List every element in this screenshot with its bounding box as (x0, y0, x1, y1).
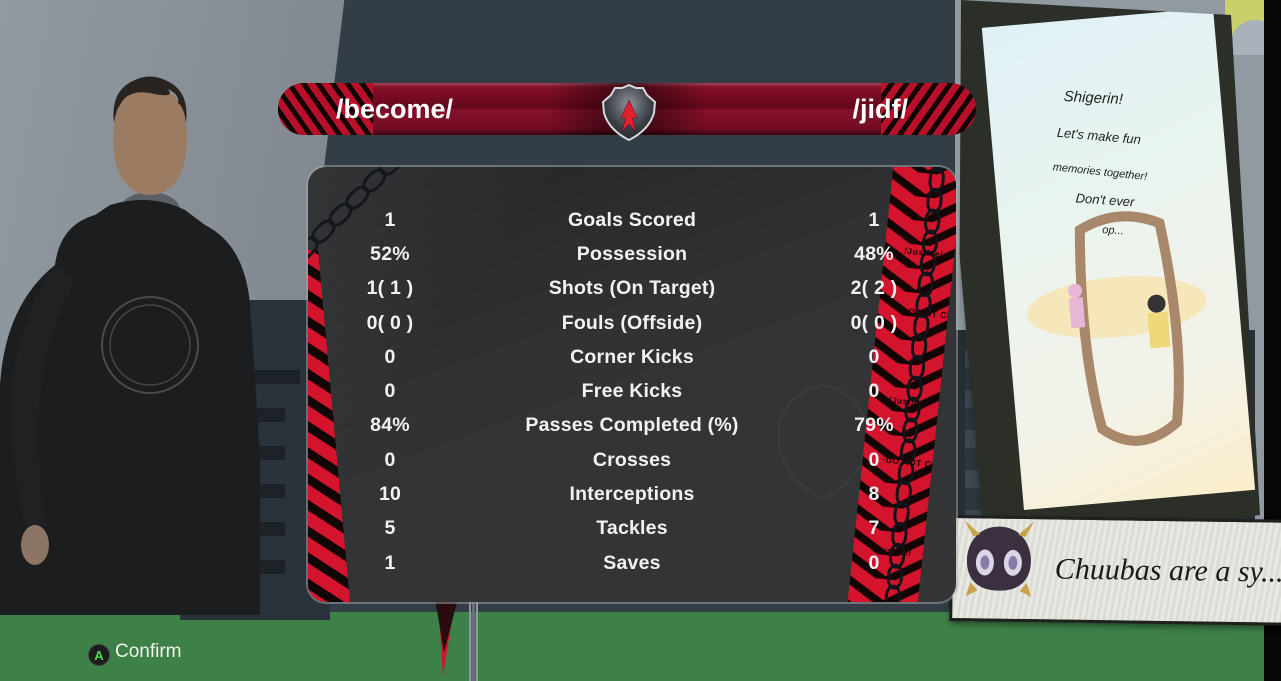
svg-text:memories together!: memories together! (1052, 161, 1148, 183)
svg-text:Let's make fun: Let's make fun (1056, 125, 1141, 147)
svg-text:op...: op... (1102, 224, 1124, 237)
svg-text:Shigerin!: Shigerin! (1063, 88, 1124, 108)
svg-text:Don't ever: Don't ever (1075, 190, 1135, 209)
